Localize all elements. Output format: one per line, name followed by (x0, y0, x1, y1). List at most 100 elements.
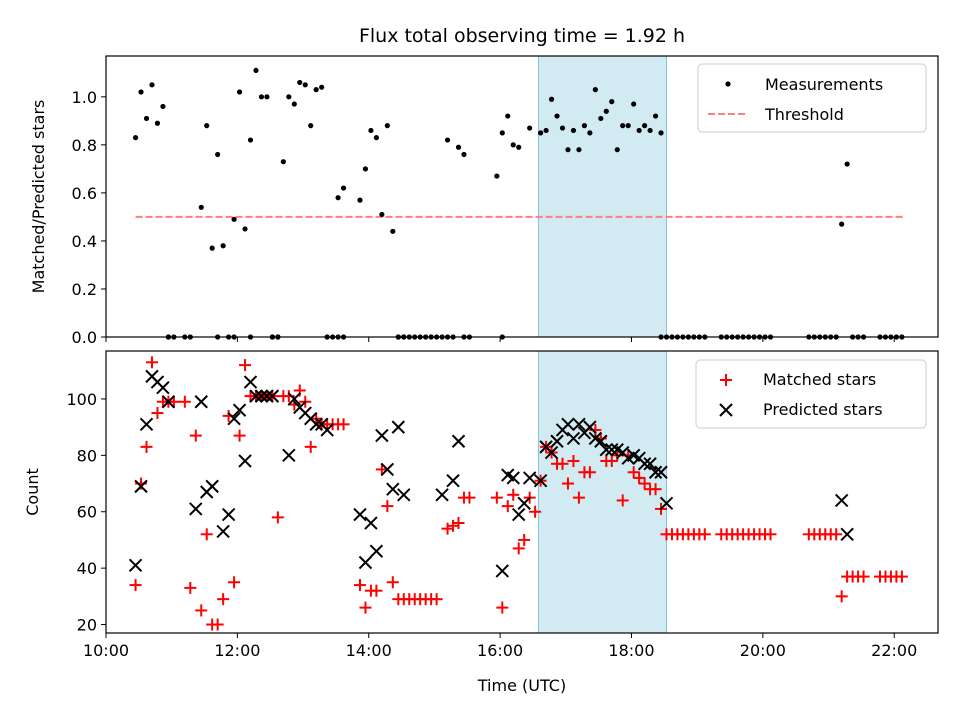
matched-star-point (556, 457, 569, 470)
predicted-star-point (648, 465, 663, 479)
predicted-star-point (380, 462, 395, 477)
bottom-x-ticks: 10:00 12:00 14:00 16:00 18:00 20:00 22:00 (83, 633, 917, 660)
measurement-point (220, 243, 226, 249)
matched-star-point (627, 466, 640, 479)
predicted-star-point (512, 507, 526, 522)
matched-star-point (561, 477, 574, 490)
measurement-point (138, 89, 144, 95)
matched-star-point (633, 471, 646, 484)
matched-star-point (518, 533, 531, 546)
matched-star-point (830, 528, 843, 541)
predicted-star-point (435, 488, 449, 502)
predicted-star-point (205, 479, 219, 494)
predicted-star-point (375, 428, 389, 443)
measurement-point (362, 166, 369, 172)
predicted-star-point (643, 457, 657, 471)
measurement-point (538, 130, 544, 136)
bottom-y-tick-label: 60 (77, 503, 97, 522)
measurement-point (510, 142, 516, 148)
measurement-point (308, 123, 314, 129)
measurement-point (258, 94, 265, 100)
measurement-point (373, 135, 379, 141)
measurement-point (368, 127, 374, 134)
measurement-point (231, 216, 237, 222)
predicted-star-point (364, 516, 378, 530)
matched-star-point (441, 522, 454, 535)
predicted-star-point (287, 392, 302, 406)
top-y-tick-label: 0.0 (72, 328, 97, 347)
matched-star-point (572, 491, 585, 504)
matched-star-point (386, 576, 399, 589)
measurement-point (149, 82, 155, 88)
predicted-star-point (544, 445, 559, 460)
bottom-y-tick-label: 40 (77, 559, 97, 578)
measurement-point (455, 144, 462, 150)
top-y-axis-label: Matched/Predicted stars (29, 100, 48, 294)
predicted-star-point (840, 527, 854, 542)
measurement-point (209, 245, 215, 251)
matched-star-point (353, 579, 366, 592)
bottom-y-tick-label: 80 (77, 446, 97, 465)
legend-measurements-label: Measurements (765, 75, 883, 94)
predicted-star-point (260, 389, 274, 403)
measurement-point (576, 147, 582, 153)
bottom-axes-frame (105, 350, 939, 634)
measurement-point (592, 87, 598, 93)
predicted-star-point (566, 431, 581, 446)
measurement-point (291, 101, 297, 107)
legend-matched-marker (720, 374, 732, 386)
matched-star-point (583, 466, 596, 479)
top-shaded-window (537, 55, 668, 338)
bottom-y-tick-label: 100 (66, 390, 97, 409)
matched-star-point (195, 604, 208, 617)
matched-star-point (211, 618, 224, 631)
predicted-star-point (495, 564, 510, 578)
measurement-point (280, 159, 286, 165)
predicted-star-point (561, 417, 575, 432)
matched-star-point (501, 500, 514, 513)
predicted-star-point (599, 442, 614, 457)
predicted-star-point (397, 488, 411, 502)
matched-star-point (512, 542, 525, 555)
predicted-star-point (128, 558, 143, 573)
measurement-point (132, 135, 139, 141)
measurement-point (839, 221, 845, 227)
measurement-point (494, 173, 500, 179)
figure-title: Flux total observing time = 1.92 h (359, 25, 685, 47)
top-axes-frame (105, 55, 939, 338)
matched-star-point (145, 356, 158, 369)
bottom-y-ticks: 20 40 60 80 100 (66, 390, 106, 635)
predicted-star-point (232, 403, 247, 417)
legend-matched-label: Matched stars (763, 370, 876, 389)
measurement-point (461, 151, 467, 158)
top-x-ticks (105, 337, 895, 342)
measurement-point (242, 226, 248, 232)
predicted-star-point (309, 417, 323, 432)
bottom-x-tick-label: 12:00 (214, 641, 260, 660)
predicted-star-point (358, 555, 373, 570)
matched-star-point (698, 528, 711, 541)
measurement-point (198, 204, 204, 210)
measurement-point (384, 123, 390, 129)
matched-star-point (271, 511, 284, 524)
measurement-point (598, 115, 604, 122)
bottom-x-tick-label: 16:00 (477, 641, 523, 660)
matched-star-point (857, 570, 870, 583)
measurement-point (559, 125, 566, 131)
measurement-point (609, 99, 615, 105)
bottom-y-axis-label: Count (23, 468, 42, 516)
legend-threshold-label: Threshold (764, 105, 844, 124)
top-y-tick-label: 0.6 (72, 184, 97, 203)
predicted-star-point (572, 417, 586, 432)
measurement-point (499, 130, 505, 136)
measurement-point (253, 67, 259, 74)
matched-star-point (228, 576, 241, 589)
measurement-point (844, 161, 850, 167)
matched-star-point (370, 584, 383, 597)
predicted-star-point (637, 457, 652, 471)
predicted-star-point (161, 395, 176, 409)
measurement-point (614, 147, 620, 153)
matched-star-point (529, 505, 542, 518)
predicted-star-point (320, 423, 334, 437)
measurement-point (505, 113, 511, 119)
